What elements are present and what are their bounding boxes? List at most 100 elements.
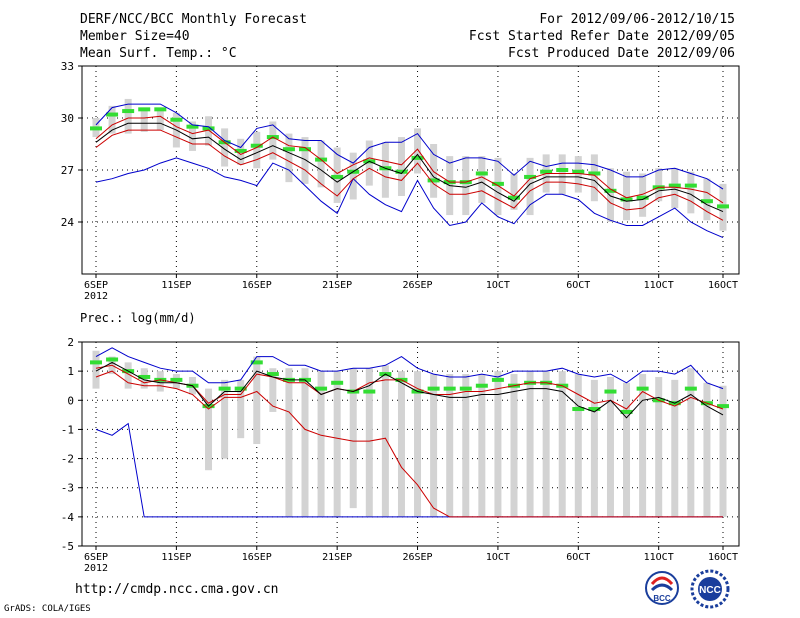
ensemble-box (285, 133, 293, 183)
ensemble-box (381, 365, 389, 517)
ensemble-box (349, 368, 357, 509)
panel-title: Prec.: log(mm/d) (80, 311, 196, 325)
y-tick-label: -5 (61, 540, 74, 553)
ensemble-box (446, 374, 454, 517)
ensemble-box (687, 171, 695, 214)
y-tick-label: 1 (67, 365, 74, 378)
x-tick-label: 11SEP (161, 280, 191, 291)
ensemble-box (510, 374, 518, 517)
ensemble-box (124, 98, 132, 134)
ensemble-box (494, 371, 502, 517)
ensemble-box (140, 107, 148, 132)
x-tick-label: 6SEP (84, 552, 108, 563)
refer-date: Fcst Started Refer Date 2012/09/05 (468, 29, 735, 44)
median-mark (202, 126, 215, 131)
median-mark (170, 117, 183, 122)
source-url[interactable]: http://cmdp.ncc.cma.gov.cn (75, 582, 279, 597)
ensemble-box (478, 156, 486, 203)
median-mark (717, 404, 729, 409)
ensemble-box (671, 379, 679, 517)
median-mark (282, 147, 295, 152)
ensemble-box (526, 371, 534, 517)
x-tick-label: 6OCT (566, 280, 590, 291)
ensemble-box (703, 382, 711, 517)
y-tick-label: 24 (61, 216, 75, 229)
x-tick-label: 11OCT (644, 280, 674, 291)
x-tick-label: 6SEP (84, 280, 108, 291)
median-mark (604, 389, 617, 394)
median-mark (299, 147, 311, 152)
x-tick-year: 2012 (84, 563, 108, 574)
median-mark (106, 112, 119, 117)
median-mark (331, 174, 344, 179)
x-tick-label: 16OCT (708, 280, 738, 291)
series-line-min (95, 157, 724, 239)
ncc-logo: NCC (690, 569, 730, 609)
median-mark (459, 386, 472, 391)
median-mark (668, 183, 681, 188)
ensemble-box (606, 376, 614, 517)
ensemble-box (253, 356, 261, 444)
ensemble-box (590, 379, 598, 517)
median-mark (540, 169, 553, 174)
x-tick-label: 1OCT (486, 280, 510, 291)
bcc-logo: BCC (645, 571, 679, 605)
ensemble-box (237, 379, 245, 439)
ensemble-box (365, 368, 373, 517)
median-mark (636, 386, 649, 391)
median-mark (315, 386, 328, 391)
ensemble-box (205, 116, 213, 146)
forecast-period: For 2012/09/06-2012/10/15 (539, 12, 735, 27)
series-line-lower (95, 370, 723, 518)
plot-frame (81, 341, 740, 547)
x-tick-label: 1OCT (486, 552, 510, 563)
ensemble-box (269, 121, 277, 160)
ensemble-box (623, 382, 631, 517)
ensemble-box (671, 168, 679, 209)
ensemble-box (719, 385, 727, 517)
median-mark (250, 143, 263, 148)
median-mark (138, 107, 151, 112)
ensemble-box (124, 362, 132, 389)
y-tick-label: -2 (61, 453, 74, 466)
x-tick-label: 16OCT (708, 552, 738, 563)
ensemble-box (269, 368, 277, 412)
x-tick-label: 16SEP (242, 280, 272, 291)
ensemble-box (558, 154, 566, 195)
median-mark (684, 386, 697, 391)
ensemble-box (510, 173, 518, 210)
series-line-max (95, 347, 724, 390)
median-mark (572, 169, 585, 174)
ncc-logo-text: NCC (699, 585, 721, 596)
ensemble-box (397, 371, 405, 517)
ensemble-box (542, 371, 550, 517)
series-line-upper (95, 115, 724, 204)
median-mark (234, 148, 247, 153)
median-mark (170, 377, 183, 382)
median-mark (411, 155, 424, 160)
median-mark (250, 360, 263, 365)
ensemble-box (558, 371, 566, 517)
x-tick-label: 11SEP (161, 552, 191, 563)
ensemble-box (462, 156, 470, 216)
median-mark (620, 409, 633, 414)
ensemble-box (349, 152, 357, 200)
x-tick-label: 21SEP (322, 552, 352, 563)
ensemble-box (590, 154, 598, 202)
x-tick-label: 11OCT (644, 552, 674, 563)
ensemble-box (301, 137, 309, 184)
series-line-mean (95, 122, 724, 213)
median-mark (556, 168, 569, 172)
ensemble-box (414, 371, 422, 517)
x-tick-label: 26SEP (402, 552, 432, 563)
ensemble-box (108, 105, 116, 134)
median-mark (427, 178, 440, 183)
grads-credit: GrADS: COLA/IGES (4, 604, 91, 614)
median-mark (138, 374, 151, 379)
median-mark (154, 107, 167, 112)
median-mark (620, 197, 633, 202)
ensemble-box (414, 128, 422, 174)
